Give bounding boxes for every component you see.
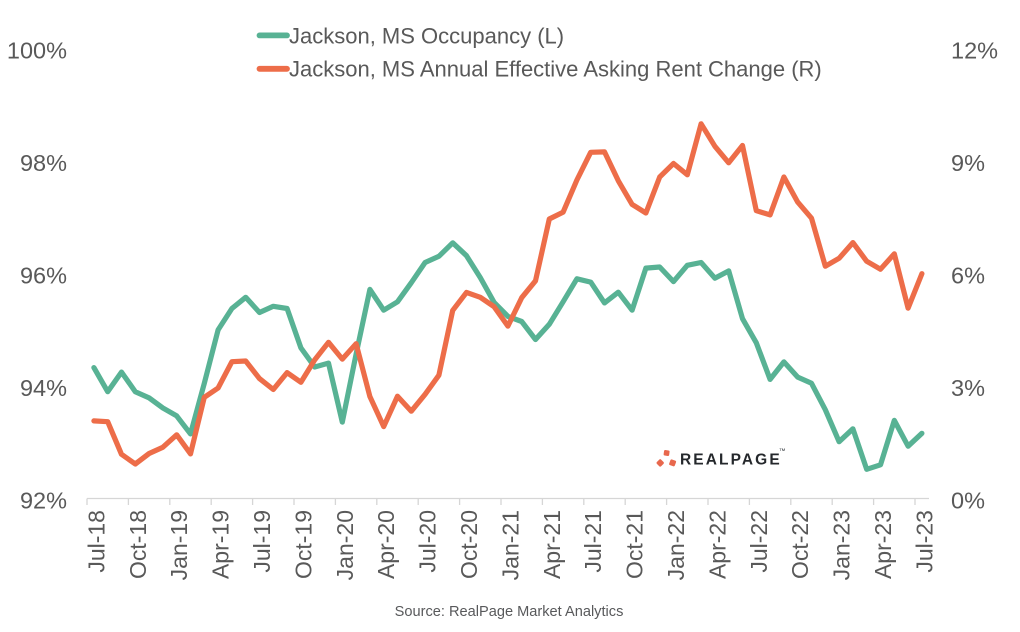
svg-text:Jackson, MS Occupancy (L): Jackson, MS Occupancy (L) [289,23,564,48]
svg-text:9%: 9% [951,150,985,176]
svg-text:Jan-23: Jan-23 [829,510,855,580]
svg-text:98%: 98% [20,150,67,176]
svg-text:Jan-21: Jan-21 [497,510,523,580]
svg-text:Oct-18: Oct-18 [125,510,151,579]
svg-text:Oct-22: Oct-22 [787,510,813,579]
svg-text:Source: RealPage Market Analyt: Source: RealPage Market Analytics [395,604,624,620]
svg-text:92%: 92% [20,487,67,513]
svg-text:0%: 0% [951,487,985,513]
svg-text:100%: 100% [7,38,67,64]
svg-text:96%: 96% [20,263,67,289]
svg-text:6%: 6% [951,263,985,289]
svg-text:Apr-21: Apr-21 [539,510,565,579]
svg-text:3%: 3% [951,375,985,401]
svg-text:Jul-23: Jul-23 [911,510,937,573]
svg-text:Jul-21: Jul-21 [580,510,606,573]
svg-text:94%: 94% [20,375,67,401]
svg-text:Oct-19: Oct-19 [290,510,316,579]
svg-text:™: ™ [779,448,786,455]
svg-text:Jul-18: Jul-18 [83,510,109,573]
svg-text:Apr-23: Apr-23 [870,510,896,579]
svg-text:Oct-20: Oct-20 [456,510,482,579]
svg-text:Jan-19: Jan-19 [166,510,192,580]
svg-text:Jul-22: Jul-22 [746,510,772,573]
svg-text:12%: 12% [951,38,998,64]
svg-text:Jackson, MS Annual Effective A: Jackson, MS Annual Effective Asking Rent… [289,57,822,82]
svg-text:Apr-19: Apr-19 [208,510,234,579]
svg-text:Apr-22: Apr-22 [704,510,730,579]
svg-text:Jan-22: Jan-22 [663,510,689,580]
svg-text:Jul-19: Jul-19 [249,510,275,573]
svg-text:Jan-20: Jan-20 [332,510,358,580]
svg-text:Oct-21: Oct-21 [622,510,648,579]
svg-text:Apr-20: Apr-20 [373,510,399,579]
svg-text:Jul-20: Jul-20 [415,510,441,573]
svg-text:REALPAGE: REALPAGE [680,452,782,469]
